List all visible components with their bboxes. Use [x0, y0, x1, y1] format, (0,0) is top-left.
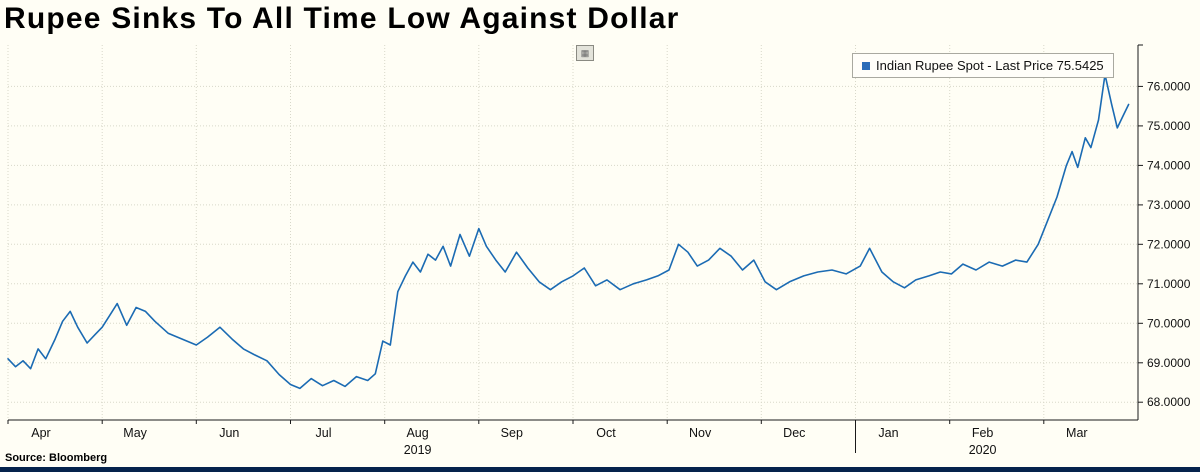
x-axis-month-label: Dec: [783, 426, 805, 440]
x-axis-month-label: Aug: [406, 426, 428, 440]
page-title: Rupee Sinks To All Time Low Against Doll…: [4, 2, 680, 35]
y-axis-label: 72.0000: [1147, 237, 1191, 251]
x-axis-month-label: Jun: [219, 426, 239, 440]
x-axis-month-label: Apr: [31, 426, 50, 440]
x-axis-month-label: May: [123, 426, 147, 440]
legend[interactable]: Indian Rupee Spot - Last Price 75.5425: [852, 53, 1114, 78]
x-axis-year-label: 2020: [969, 443, 997, 457]
x-axis-month-label: Jan: [878, 426, 898, 440]
legend-marker-icon: [862, 61, 870, 70]
y-axis-label: 76.0000: [1147, 79, 1191, 93]
x-axis-year-label: 2019: [404, 443, 432, 457]
x-axis-month-label: Mar: [1066, 426, 1088, 440]
x-axis-month-label: Feb: [972, 426, 994, 440]
x-axis-month-label: Nov: [689, 426, 712, 440]
y-axis-label: 75.0000: [1147, 119, 1191, 133]
y-axis-label: 71.0000: [1147, 277, 1191, 291]
chart-options-icon[interactable]: ▦: [576, 45, 594, 61]
y-axis-label: 68.0000: [1147, 395, 1191, 409]
y-axis-label: 74.0000: [1147, 158, 1191, 172]
source-label: Source: Bloomberg: [5, 452, 108, 464]
x-axis-month-label: Sep: [501, 426, 523, 440]
y-axis-label: 69.0000: [1147, 356, 1191, 370]
bottom-bar: [0, 467, 1200, 472]
y-axis-label: 70.0000: [1147, 316, 1191, 330]
grid-glyph-icon: ▦: [580, 47, 590, 58]
x-axis-month-label: Jul: [316, 426, 332, 440]
x-axis-month-label: Oct: [596, 426, 616, 440]
legend-label: Indian Rupee Spot - Last Price 75.5425: [876, 58, 1104, 73]
price-line: [7, 73, 1130, 390]
y-axis-label: 73.0000: [1147, 198, 1191, 212]
